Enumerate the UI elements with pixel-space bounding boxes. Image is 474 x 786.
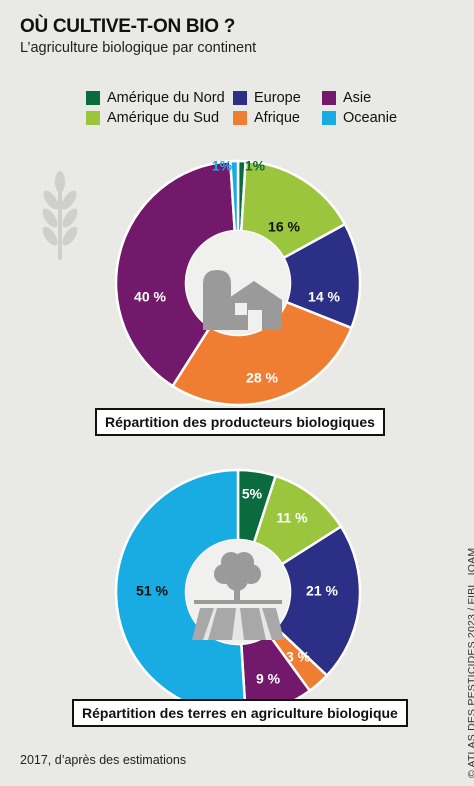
legend-swatch	[233, 91, 247, 105]
data-label-oceanie: 51 %	[136, 583, 168, 599]
legend-swatch	[86, 91, 100, 105]
donut-lands: 5% 11 % 21 % 3 % 9 % 51 %	[114, 468, 362, 716]
chart-caption-producers: Répartition des producteurs biologiques	[95, 408, 385, 436]
legend-label: Asie	[343, 90, 372, 106]
wheat-icon	[42, 171, 78, 260]
legend-label: Amérique du Sud	[107, 110, 220, 126]
data-label-amerique-du-nord: 1%	[245, 158, 266, 174]
data-label-amerique-du-sud: 16 %	[268, 219, 300, 235]
chart-caption-lands: Répartition des terres en agriculture bi…	[72, 699, 408, 727]
data-label-afrique: 3 %	[286, 649, 311, 665]
legend-swatch	[233, 111, 247, 125]
data-label-amerique-du-sud: 11 %	[276, 510, 308, 526]
data-label-europe: 14 %	[308, 289, 340, 305]
page-title: OÙ CULTIVE-T-ON BIO ?	[20, 16, 236, 37]
data-label-oceanie: 1%	[212, 158, 233, 174]
data-label-amerique-du-nord: 5%	[242, 486, 263, 502]
source-credit: © ATLAS DES PESTICIDES 2023 / FIBL, IOAM	[466, 547, 474, 778]
data-label-europe: 21 %	[306, 583, 338, 599]
legend-label: Europe	[254, 90, 301, 106]
page-subtitle: L’agriculture biologique par continent	[20, 40, 257, 56]
legend: Amérique du Nord Europe Asie Amérique du…	[86, 90, 442, 126]
legend-label: Afrique	[254, 110, 300, 126]
data-label-afrique: 28 %	[246, 370, 278, 386]
farm-icon	[203, 270, 282, 330]
legend-swatch	[322, 111, 336, 125]
legend-item-afrique: Afrique	[233, 110, 322, 126]
legend-item-amerique-du-nord: Amérique du Nord	[86, 90, 233, 106]
legend-item-asie: Asie	[322, 90, 442, 106]
tree-field-icon	[192, 552, 284, 640]
legend-swatch	[322, 91, 336, 105]
legend-swatch	[86, 111, 100, 125]
data-label-asie: 40 %	[134, 289, 166, 305]
legend-label: Amérique du Nord	[107, 90, 225, 106]
footnote: 2017, d’après des estimations	[20, 753, 187, 767]
legend-item-amerique-du-sud: Amérique du Sud	[86, 110, 233, 126]
donut-producers: 1% 16 % 14 % 28 % 40 % 1%	[114, 158, 362, 407]
legend-label: Oceanie	[343, 110, 398, 126]
legend-item-europe: Europe	[233, 90, 322, 106]
legend-item-oceanie: Oceanie	[322, 110, 442, 126]
data-label-asie: 9 %	[256, 671, 281, 687]
